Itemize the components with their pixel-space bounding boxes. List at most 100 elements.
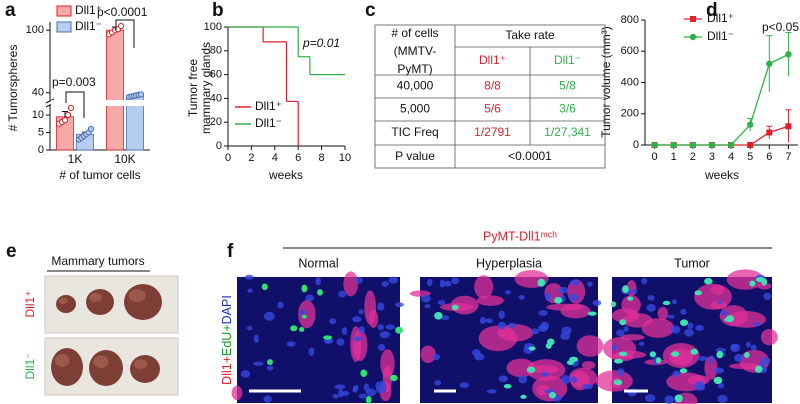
data-point bbox=[747, 142, 754, 148]
y-axis-label: # Tumorspheres bbox=[6, 45, 20, 132]
stain-green bbox=[749, 280, 756, 287]
column-label: Normal bbox=[298, 256, 338, 270]
stain-red bbox=[621, 295, 641, 315]
data-point bbox=[137, 91, 145, 98]
table-header: Take rate bbox=[505, 28, 555, 42]
x-tick-label: 0 bbox=[225, 152, 231, 164]
tumor bbox=[130, 355, 160, 383]
stain-green bbox=[365, 395, 372, 404]
legend-label: Dll1⁺ bbox=[75, 3, 102, 17]
data-point bbox=[785, 123, 792, 130]
table-frame bbox=[374, 24, 606, 169]
y-tick-label: 600 bbox=[621, 45, 639, 57]
x-tick-label: 1 bbox=[671, 151, 677, 163]
stain-blue bbox=[560, 331, 571, 340]
table-header: Dll1⁻ bbox=[554, 53, 581, 67]
stain-blue bbox=[540, 321, 550, 331]
table-header: # of cells bbox=[391, 26, 438, 40]
stain-green bbox=[528, 346, 536, 351]
table-cell: 1/27,341 bbox=[544, 125, 591, 139]
data-point bbox=[61, 117, 69, 124]
y-tick-label: 40 bbox=[32, 87, 44, 99]
table-cell: 5/6 bbox=[484, 102, 501, 116]
row-label: Dll1⁺ bbox=[23, 290, 37, 317]
stain-green bbox=[614, 358, 623, 364]
stain-green bbox=[680, 319, 689, 327]
stain-blue bbox=[315, 276, 322, 286]
y-tick-label: 0 bbox=[38, 144, 44, 156]
stain-blue bbox=[720, 309, 728, 316]
stain-blue bbox=[518, 375, 528, 384]
x-axis-label: weeks bbox=[704, 168, 739, 182]
stain-green bbox=[266, 359, 273, 365]
data-point bbox=[64, 111, 72, 119]
stain-red bbox=[657, 306, 668, 321]
stain-blue bbox=[518, 295, 525, 300]
stain-blue bbox=[695, 324, 704, 331]
stain-blue bbox=[557, 286, 569, 294]
x-tick-label: 6 bbox=[766, 151, 772, 163]
table-cell: TIC Freq bbox=[391, 125, 438, 139]
stain-blue bbox=[246, 326, 253, 331]
stain-green bbox=[301, 314, 307, 319]
stain-green bbox=[670, 351, 680, 357]
tumor bbox=[89, 350, 123, 386]
stain-red bbox=[531, 365, 559, 374]
stain-red bbox=[352, 329, 368, 362]
stain-blue bbox=[561, 375, 571, 384]
stain-blue bbox=[667, 314, 675, 319]
table-cell: 5,000 bbox=[400, 102, 430, 116]
stain-red bbox=[231, 385, 243, 401]
legend-marker bbox=[690, 16, 696, 22]
x-tick-label: 2 bbox=[248, 152, 254, 164]
stain-blue bbox=[714, 367, 725, 374]
column-label: Tumor bbox=[674, 256, 710, 270]
tumor-highlight bbox=[133, 359, 148, 369]
stain-blue bbox=[352, 316, 362, 323]
stain-blue bbox=[508, 322, 517, 328]
legend-label: Dll1⁻ bbox=[255, 116, 282, 130]
stain-blue bbox=[421, 294, 431, 303]
stain-blue bbox=[263, 395, 272, 403]
stain-green bbox=[301, 284, 308, 293]
stain-blue bbox=[437, 300, 446, 306]
data-point bbox=[785, 51, 792, 58]
stain-blue bbox=[305, 294, 315, 302]
stain-green bbox=[726, 315, 734, 323]
stain-red bbox=[687, 375, 710, 386]
x-tick-label: 10 bbox=[339, 152, 351, 164]
stain-green bbox=[434, 311, 443, 320]
stain-blue bbox=[717, 394, 728, 403]
stain-blue bbox=[568, 293, 579, 302]
legend-label: Dll1⁺ bbox=[707, 11, 734, 25]
stain-blue bbox=[745, 341, 751, 348]
data-point bbox=[87, 125, 95, 133]
y-tick-label: 80 bbox=[210, 45, 222, 57]
data-point bbox=[117, 22, 125, 30]
group-title: PyMT-Dll1ᵐᶜʰ bbox=[483, 229, 557, 243]
stain-blue bbox=[451, 277, 460, 285]
tumor-highlight bbox=[93, 355, 109, 369]
stain-blue bbox=[498, 310, 506, 319]
break-gap bbox=[51, 100, 151, 106]
tumor bbox=[56, 295, 76, 313]
stain-blue bbox=[358, 393, 367, 399]
stain-green bbox=[554, 297, 563, 304]
stain-blue bbox=[623, 326, 629, 332]
x-axis-label: # of tumor cells bbox=[59, 168, 140, 182]
stain-blue bbox=[263, 311, 275, 321]
y-tick-label: 40 bbox=[210, 92, 222, 104]
stain-blue bbox=[545, 292, 551, 301]
x-tick-label: 10K bbox=[114, 152, 135, 166]
y-tick-label: 5 bbox=[38, 126, 44, 138]
stain-part: EdU+ bbox=[220, 324, 234, 356]
data-point bbox=[727, 141, 735, 149]
panel-letter: b bbox=[212, 0, 224, 21]
table-header: Dll1⁺ bbox=[479, 53, 506, 67]
x-tick-label: 2 bbox=[690, 151, 696, 163]
x-tick-label: 5 bbox=[747, 151, 753, 163]
stain-red bbox=[368, 309, 379, 328]
stain-blue bbox=[441, 315, 450, 321]
stain-green bbox=[704, 278, 713, 285]
